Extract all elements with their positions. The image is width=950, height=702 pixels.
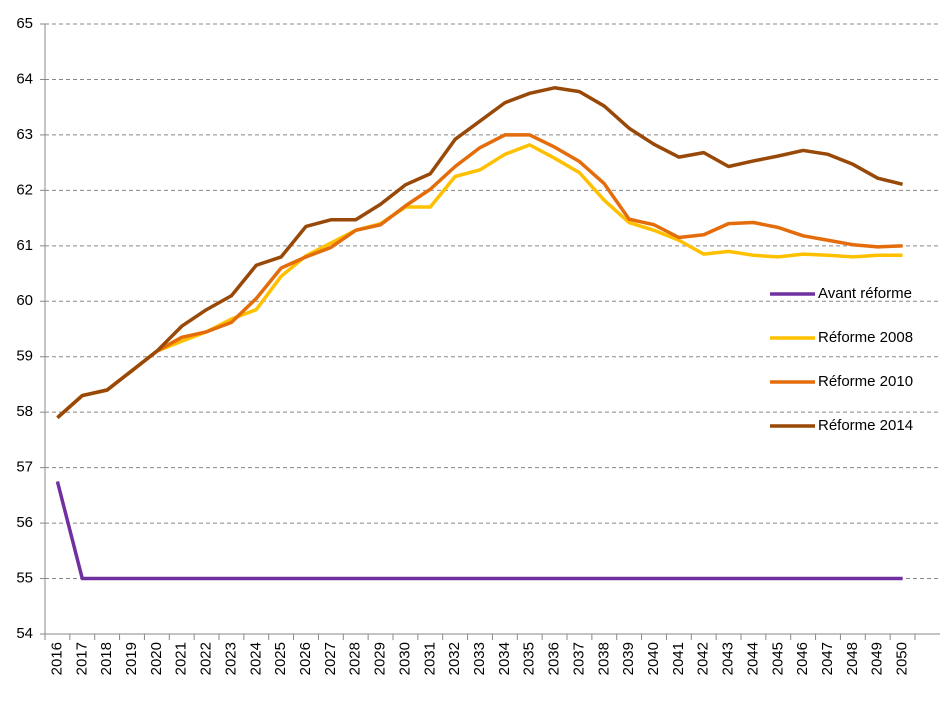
x-tick-label: 2018	[98, 642, 115, 675]
series-line	[56, 86, 903, 420]
x-tick-label: 2039	[620, 642, 637, 675]
y-tick-label: 55	[16, 570, 33, 587]
x-tick-label: 2022	[198, 642, 215, 675]
x-tick-label: 2041	[670, 642, 687, 675]
y-tick-label: 57	[16, 459, 33, 476]
x-tick-label: 2031	[421, 642, 438, 675]
x-tick-label: 2037	[570, 642, 587, 675]
x-tick-label: 2047	[819, 642, 836, 675]
x-tick-label: 2045	[769, 642, 786, 675]
x-tick-label: 2048	[844, 642, 861, 675]
y-tick-label: 56	[16, 514, 33, 531]
x-tick-label: 2035	[521, 642, 538, 675]
legend-label: Réforme 2014	[818, 417, 913, 434]
x-tick-label: 2027	[322, 642, 339, 675]
x-tick-label: 2050	[894, 642, 911, 675]
y-tick-label: 62	[16, 181, 33, 198]
x-tick-label: 2033	[471, 642, 488, 675]
x-tick-label: 2040	[645, 642, 662, 675]
y-tick-label: 61	[16, 237, 33, 254]
y-tick-label: 63	[16, 126, 33, 143]
y-tick-label: 60	[16, 292, 33, 309]
x-tick-label: 2024	[247, 642, 264, 675]
x-tick-label: 2026	[297, 642, 314, 675]
y-tick-label: 65	[16, 15, 33, 32]
x-tick-label: 2038	[595, 642, 612, 675]
x-tick-label: 2017	[73, 642, 90, 675]
x-tick-label: 2046	[794, 642, 811, 675]
x-tick-label: 2042	[695, 642, 712, 675]
y-tick-label: 58	[16, 403, 33, 420]
legend-label: Avant réforme	[818, 285, 912, 302]
x-tick-label: 2043	[720, 642, 737, 675]
x-tick-label: 2023	[222, 642, 239, 675]
y-tick-label: 54	[16, 625, 33, 642]
x-tick-label: 2029	[372, 642, 389, 675]
x-tick-label: 2025	[272, 642, 289, 675]
legend-label: Réforme 2010	[818, 373, 913, 390]
x-tick-label: 2049	[869, 642, 886, 675]
x-tick-label: 2019	[123, 642, 140, 675]
legend-label: Réforme 2008	[818, 329, 913, 346]
x-tick-label: 2044	[744, 642, 761, 675]
x-tick-label: 2034	[496, 642, 513, 675]
y-tick-label: 59	[16, 348, 33, 365]
x-tick-label: 2030	[396, 642, 413, 675]
series-line	[56, 143, 903, 420]
x-tick-label: 2028	[347, 642, 364, 675]
y-tick-label: 64	[16, 70, 33, 87]
x-tick-label: 2021	[173, 642, 190, 675]
x-tick-label: 2032	[446, 642, 463, 675]
x-tick-label: 2020	[148, 642, 165, 675]
series-line	[56, 133, 903, 420]
x-tick-label: 2036	[546, 642, 563, 675]
series-line	[55, 481, 903, 581]
x-tick-label: 2016	[48, 642, 65, 675]
